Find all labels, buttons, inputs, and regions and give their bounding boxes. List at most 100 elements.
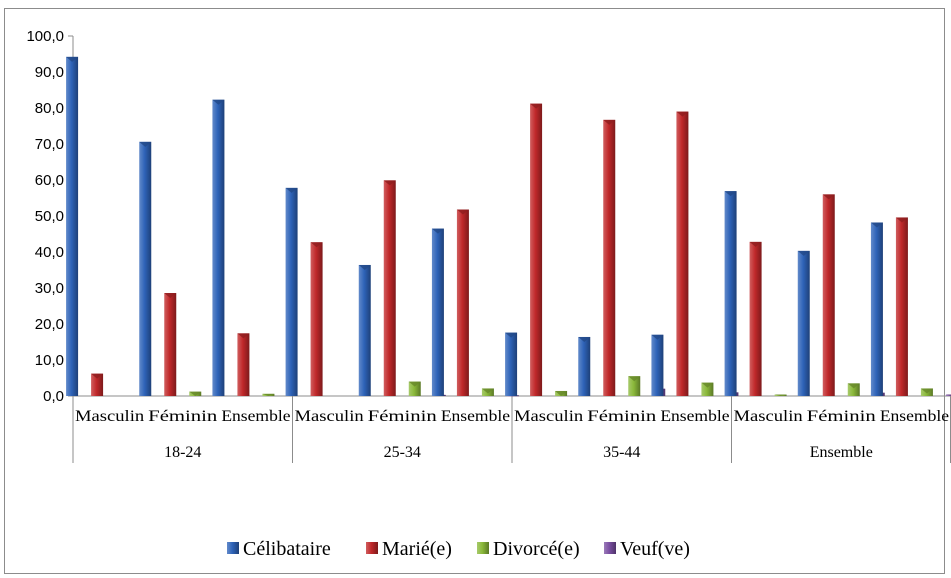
legend-label: Divorcé(e) (493, 538, 580, 560)
bar (578, 336, 591, 396)
bar (431, 228, 444, 396)
bar-cap (724, 191, 737, 197)
bar (603, 119, 616, 396)
x-group-label: 18-24 (164, 444, 201, 461)
bar-cap (212, 99, 225, 105)
bar-cap (408, 381, 421, 387)
bar-cap (237, 333, 250, 339)
x-category-label: Masculin (734, 408, 803, 425)
bar (66, 56, 79, 396)
bar-cap (749, 241, 762, 247)
bar-cap (285, 187, 298, 193)
bar (676, 111, 689, 396)
legend-label: Célibataire (243, 538, 331, 560)
bar-cap (431, 228, 444, 234)
bar-cap (91, 373, 104, 379)
legend-swatch (477, 542, 489, 554)
bar-cap (481, 388, 494, 394)
bar-cap (870, 222, 883, 228)
y-tick-label: 100,0 (26, 28, 64, 45)
bar (822, 194, 835, 396)
bar-cap (603, 119, 616, 125)
bar (847, 383, 860, 396)
x-group-label: Ensemble (810, 444, 873, 461)
y-tick-label: 70,0 (35, 136, 64, 153)
axes (68, 35, 951, 463)
bar-cap (651, 334, 664, 340)
bar (701, 382, 714, 396)
x-category-label: Masculin (75, 408, 144, 425)
bar-cap (628, 376, 641, 382)
legend-label: Marié(e) (382, 538, 452, 560)
x-category-label: Ensemble (660, 408, 729, 425)
y-tick-label: 20,0 (35, 316, 64, 333)
y-tick-label: 60,0 (35, 172, 64, 189)
bar-cap (945, 394, 951, 396)
bar-cap (310, 242, 323, 248)
bar (139, 141, 152, 396)
bar-cap (676, 111, 689, 117)
y-tick-label: 30,0 (35, 280, 64, 297)
bar (530, 103, 543, 397)
x-group-label: 25-34 (384, 444, 421, 461)
x-category-label: Féminin (368, 408, 437, 425)
bar-cap (555, 390, 568, 396)
bar (749, 241, 762, 396)
bar-cap (822, 194, 835, 200)
bar (358, 264, 371, 396)
bar-cap (774, 394, 787, 396)
x-category-label: Masculin (295, 408, 364, 425)
x-category-label: Féminin (148, 408, 217, 425)
x-group-label: 35-44 (603, 444, 640, 461)
bar (651, 334, 664, 396)
x-category-label: Ensemble (880, 408, 949, 425)
y-tick-label: 50,0 (35, 208, 64, 225)
bar (164, 293, 177, 396)
bar (797, 250, 810, 396)
y-tick-label: 80,0 (35, 100, 64, 117)
bar (505, 332, 518, 396)
bar-cap (262, 393, 275, 396)
legend-label: Veuf(ve) (620, 538, 690, 560)
bar (724, 191, 737, 396)
bar-cap (797, 250, 810, 256)
bar (870, 222, 883, 396)
x-category-label: Féminin (587, 408, 656, 425)
bar-cap (578, 336, 591, 342)
bar (237, 333, 250, 396)
bar (628, 376, 641, 396)
y-tick-label: 90,0 (35, 64, 64, 81)
bar (285, 187, 298, 396)
bar-cap (701, 382, 714, 388)
labels: 0,0 10,0 20,0 30,0 40,0 50,0 60,0 70,0 80,0 90,0 1… (26, 28, 949, 461)
bar-cap (358, 264, 371, 270)
bar-cap (505, 332, 518, 338)
legend-swatch (366, 542, 378, 554)
bar (456, 209, 469, 396)
bar (895, 217, 908, 396)
bar (91, 373, 104, 396)
bar-cap (847, 383, 860, 389)
bar-cap (383, 180, 396, 186)
x-category-label: Masculin (514, 408, 583, 425)
bar (408, 381, 421, 396)
x-category-label: Ensemble (221, 408, 290, 425)
bar-cap (530, 103, 543, 109)
bar-cap (920, 388, 933, 394)
bar-cap (895, 217, 908, 223)
y-tick-label: 0,0 (43, 388, 64, 405)
bar (212, 99, 225, 396)
legend-swatch (604, 542, 616, 554)
y-tick-label: 40,0 (35, 244, 64, 261)
bar-cap (164, 293, 177, 299)
chart-area (4, 8, 945, 574)
bar (310, 242, 323, 396)
legend-swatch (227, 542, 239, 554)
bar-cap (139, 141, 152, 147)
x-category-label: Féminin (807, 408, 876, 425)
legend: Célibataire Marié(e) Divorcé(e) Veuf(ve) (227, 538, 690, 560)
bar-cap (66, 56, 79, 62)
bar-cap (189, 391, 202, 396)
bar (945, 394, 951, 396)
